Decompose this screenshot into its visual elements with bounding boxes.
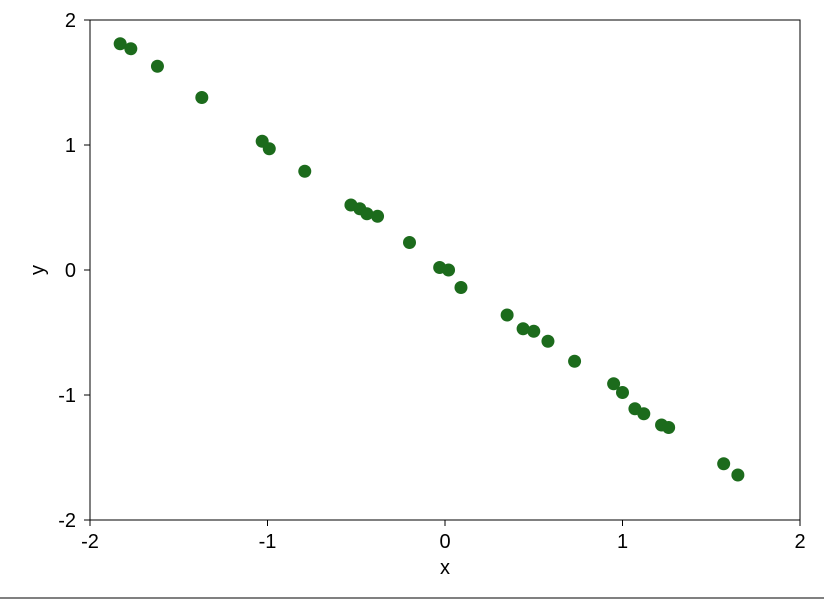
x-tick-label: -1 — [259, 531, 277, 553]
data-point — [454, 281, 467, 294]
data-point — [662, 421, 675, 434]
data-point — [124, 42, 137, 55]
data-point — [541, 335, 554, 348]
data-point — [616, 386, 629, 399]
data-point — [195, 91, 208, 104]
data-point — [637, 407, 650, 420]
y-tick-label: 0 — [65, 260, 76, 282]
y-tick-label: -1 — [58, 385, 76, 407]
data-point — [371, 210, 384, 223]
data-point — [717, 457, 730, 470]
x-axis-label: x — [440, 557, 450, 579]
data-point — [263, 142, 276, 155]
scatter-chart: -2 -1 0 1 2 x -2 -1 0 1 2 y — [0, 0, 824, 600]
x-tick-label: -2 — [81, 531, 99, 553]
data-point — [151, 60, 164, 73]
chart-svg: -2 -1 0 1 2 x -2 -1 0 1 2 y — [0, 0, 824, 600]
data-point — [298, 165, 311, 178]
data-point — [501, 309, 514, 322]
data-point — [568, 355, 581, 368]
y-tick-label: 1 — [65, 135, 76, 157]
data-point — [731, 469, 744, 482]
y-tick-label: 2 — [65, 10, 76, 32]
y-axis-label: y — [27, 265, 49, 275]
data-point — [442, 264, 455, 277]
x-tick-label: 1 — [617, 531, 628, 553]
x-tick-label: 0 — [439, 531, 450, 553]
data-point — [527, 325, 540, 338]
y-tick-label: -2 — [58, 510, 76, 532]
x-tick-label: 2 — [794, 531, 805, 553]
data-point — [403, 236, 416, 249]
